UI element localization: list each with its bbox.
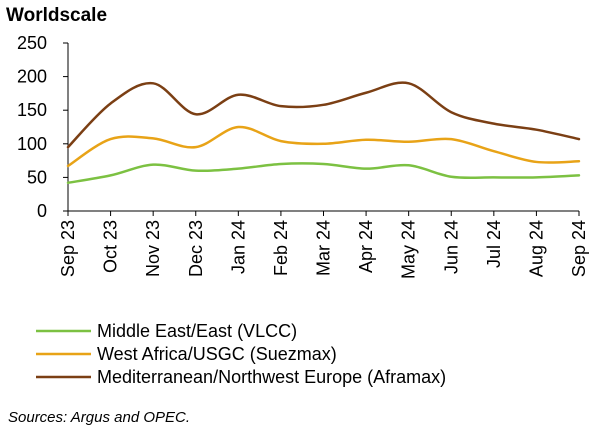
chart-title: Worldscale xyxy=(6,5,107,26)
x-tick-label: Jun 24 xyxy=(441,220,461,274)
x-tick-label: Sep 23 xyxy=(58,220,78,277)
legend: Middle East/East (VLCC) West Africa/USGC … xyxy=(36,321,446,387)
x-tick-label: Apr 24 xyxy=(356,220,376,273)
series-line-2 xyxy=(66,81,581,149)
x-tick-label: Dec 23 xyxy=(186,220,206,277)
y-tick-label: 200 xyxy=(17,67,47,87)
x-tick-label: May 24 xyxy=(399,220,419,279)
x-tick-label: Mar 24 xyxy=(314,220,334,276)
x-tick-label: Jan 24 xyxy=(228,220,248,274)
series-line-0 xyxy=(66,162,581,185)
x-tick-label: Aug 24 xyxy=(526,220,546,277)
y-tick-label: 150 xyxy=(17,100,47,120)
y-axis-ticks: 0 50 100 150 200 250 xyxy=(17,33,68,221)
x-tick-label: Jul 24 xyxy=(484,220,504,268)
x-tick-label: Nov 23 xyxy=(143,220,163,277)
y-tick-label: 50 xyxy=(27,167,47,187)
axes xyxy=(67,43,579,212)
series-lines xyxy=(66,81,581,185)
x-tick-label: Oct 23 xyxy=(101,220,121,273)
y-tick-label: 250 xyxy=(17,33,47,53)
x-tick-label: Feb 24 xyxy=(271,220,291,276)
source-note: Sources: Argus and OPEC. xyxy=(8,409,190,426)
legend-label: Mediterranean/Northwest Europe (Aframax) xyxy=(97,367,446,387)
legend-label: West Africa/USGC (Suezmax) xyxy=(97,344,337,364)
y-tick-label: 100 xyxy=(17,134,47,154)
x-tick-label: Sep 24 xyxy=(569,220,589,277)
legend-label: Middle East/East (VLCC) xyxy=(97,321,297,341)
x-axis-ticks: Sep 23 Oct 23 Nov 23 Dec 23 Jan 24 Feb 24 Mar … xyxy=(58,211,589,279)
series-line-1 xyxy=(66,125,581,168)
y-tick-label: 0 xyxy=(37,201,47,221)
